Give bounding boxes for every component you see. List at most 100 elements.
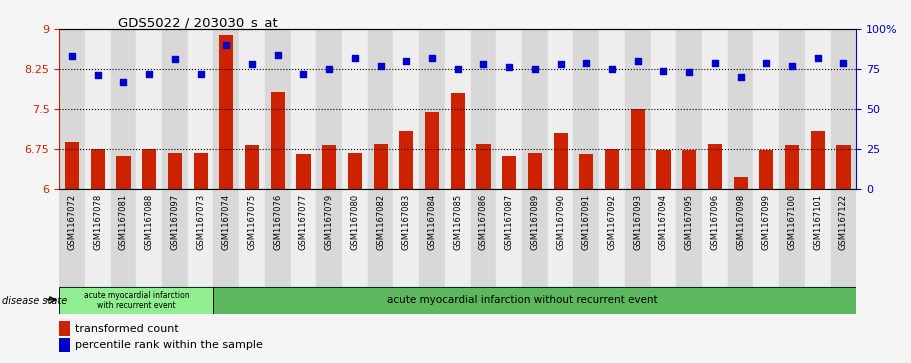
Point	[399, 58, 414, 64]
Text: GSM1167101: GSM1167101	[814, 194, 823, 250]
Point	[579, 60, 594, 65]
Bar	[419, 189, 445, 287]
Text: disease state: disease state	[2, 295, 67, 306]
Text: GSM1167089: GSM1167089	[530, 194, 539, 250]
Bar	[805, 189, 831, 287]
Text: GSM1167099: GSM1167099	[762, 194, 771, 250]
Bar	[137, 189, 162, 287]
Bar	[548, 29, 574, 189]
Bar	[785, 145, 799, 189]
Bar	[445, 29, 471, 189]
Bar	[733, 177, 748, 189]
Point	[708, 60, 722, 65]
Text: GSM1167095: GSM1167095	[685, 194, 693, 250]
Bar	[265, 29, 291, 189]
Text: GSM1167090: GSM1167090	[556, 194, 565, 250]
Text: GSM1167093: GSM1167093	[633, 194, 642, 250]
Bar	[245, 144, 259, 189]
Text: GSM1167072: GSM1167072	[67, 194, 77, 250]
Bar	[548, 189, 574, 287]
Bar	[142, 149, 157, 189]
Bar	[425, 111, 439, 189]
Bar	[779, 189, 805, 287]
Bar	[59, 189, 85, 287]
Bar	[522, 29, 548, 189]
Text: GSM1167094: GSM1167094	[659, 194, 668, 250]
Point	[117, 79, 131, 85]
Bar	[836, 144, 851, 189]
Bar	[657, 150, 670, 189]
Text: GSM1167096: GSM1167096	[711, 194, 720, 250]
Bar	[676, 29, 702, 189]
Text: GSM1167078: GSM1167078	[93, 194, 102, 250]
Bar	[522, 189, 548, 287]
Text: GSM1167075: GSM1167075	[248, 194, 257, 250]
Bar	[625, 29, 650, 189]
Bar	[708, 143, 722, 189]
Point	[219, 42, 233, 48]
Point	[759, 60, 773, 65]
Bar	[605, 149, 619, 189]
Bar	[394, 29, 419, 189]
Text: GSM1167086: GSM1167086	[479, 194, 488, 250]
Bar	[316, 189, 342, 287]
Bar	[117, 156, 130, 189]
Bar	[271, 92, 285, 189]
Bar	[65, 142, 79, 189]
Bar	[193, 152, 208, 189]
Text: percentile rank within the sample: percentile rank within the sample	[75, 340, 262, 350]
Text: GSM1167122: GSM1167122	[839, 194, 848, 250]
Text: GSM1167085: GSM1167085	[454, 194, 462, 250]
Point	[527, 66, 542, 72]
Point	[374, 63, 388, 69]
Bar	[650, 189, 676, 287]
Bar	[527, 152, 542, 189]
Bar	[630, 109, 645, 189]
Bar	[342, 29, 368, 189]
Point	[502, 65, 517, 70]
Bar	[702, 29, 728, 189]
Bar	[682, 150, 696, 189]
Bar	[265, 189, 291, 287]
Point	[193, 71, 208, 77]
Text: GSM1167091: GSM1167091	[582, 194, 591, 250]
Bar	[445, 189, 471, 287]
Bar	[188, 189, 213, 287]
Bar	[831, 189, 856, 287]
Bar	[728, 29, 753, 189]
Text: GSM1167097: GSM1167097	[170, 194, 179, 250]
Bar	[188, 29, 213, 189]
Bar	[451, 93, 465, 189]
Bar	[574, 189, 599, 287]
Bar	[419, 29, 445, 189]
Bar	[476, 143, 490, 189]
Text: GSM1167100: GSM1167100	[787, 194, 796, 250]
Bar	[805, 29, 831, 189]
Bar	[91, 149, 105, 189]
Point	[142, 71, 157, 77]
Text: acute myocardial infarction
with recurrent event: acute myocardial infarction with recurre…	[84, 291, 189, 310]
Bar	[296, 154, 311, 189]
Point	[245, 61, 260, 67]
Bar	[85, 189, 110, 287]
Bar	[831, 29, 856, 189]
Text: GSM1167082: GSM1167082	[376, 194, 385, 250]
Bar	[168, 152, 182, 189]
Point	[733, 74, 748, 80]
Point	[476, 61, 491, 67]
Bar	[213, 287, 856, 314]
Bar	[85, 29, 110, 189]
Bar	[728, 189, 753, 287]
Bar	[779, 29, 805, 189]
Bar	[496, 29, 522, 189]
Point	[682, 69, 697, 75]
Bar	[291, 189, 316, 287]
Point	[784, 63, 799, 69]
Bar	[625, 189, 650, 287]
Bar	[110, 189, 137, 287]
Bar	[240, 29, 265, 189]
Point	[450, 66, 465, 72]
Point	[65, 53, 79, 59]
Bar	[162, 29, 188, 189]
Bar	[240, 189, 265, 287]
